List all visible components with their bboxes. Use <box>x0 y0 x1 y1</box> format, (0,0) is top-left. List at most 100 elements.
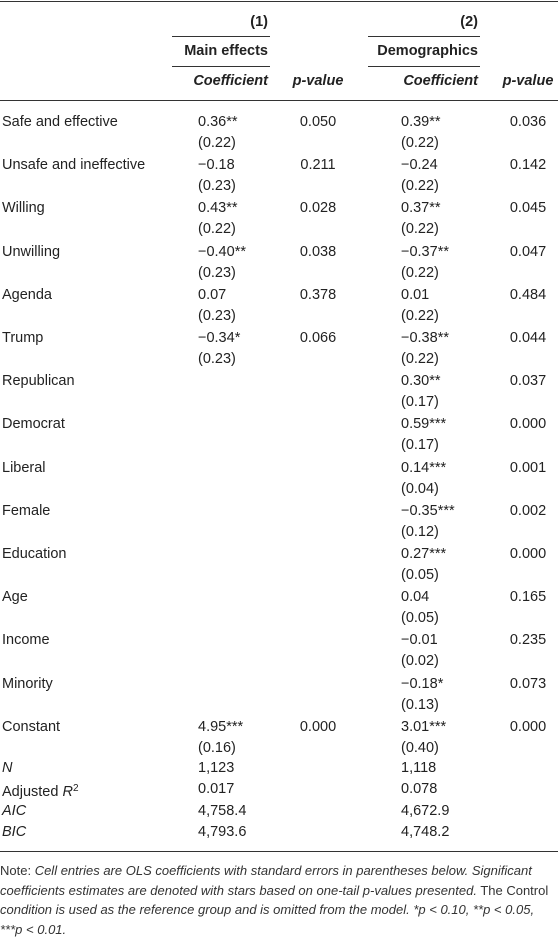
stat-label: AIC <box>2 802 26 820</box>
coefficient: −0.35*** <box>401 502 455 519</box>
standard-error: (0.22) <box>401 264 439 281</box>
row-label: Safe and effective <box>2 114 118 130</box>
row-label: Republican <box>2 373 75 390</box>
header-rule <box>368 66 480 67</box>
standard-error: (0.16) <box>198 739 236 756</box>
row-label: Agenda <box>2 286 52 303</box>
header-rule <box>172 66 270 67</box>
coefficient: 0.37** <box>401 200 441 217</box>
standard-error: (0.13) <box>401 696 439 713</box>
standard-error: (0.22) <box>401 221 439 238</box>
note-text: condition is used as the reference group… <box>0 902 410 917</box>
note-text: The Control <box>476 882 549 898</box>
p-value: 0.047 <box>509 243 547 260</box>
standard-error: (0.23) <box>198 351 236 367</box>
standard-error: (0.22) <box>198 221 236 238</box>
standard-error: (0.23) <box>198 264 236 281</box>
coefficient: −0.37** <box>401 243 449 260</box>
standard-error: (0.22) <box>401 135 439 151</box>
standard-error: (0.22) <box>401 351 439 367</box>
coefficient: 0.04 <box>401 589 430 606</box>
table-note: Note: Cell entries are OLS coefficients … <box>0 861 554 939</box>
coefficient: −0.18 <box>198 157 235 174</box>
row-label: Unwilling <box>2 243 61 260</box>
header-bottom-rule <box>0 100 558 101</box>
p-value: 0.028 <box>299 200 337 217</box>
p-value: 0.037 <box>509 373 547 390</box>
model-number: (1) <box>250 14 268 30</box>
standard-error: (0.40) <box>401 739 439 756</box>
stat-value: 0.017 <box>198 781 235 798</box>
stat-value: 4,758.4 <box>198 802 247 819</box>
p-value: 0.165 <box>509 589 547 606</box>
column-label: p-value <box>292 73 344 89</box>
coefficient: 0.14*** <box>401 459 447 476</box>
coefficient: −0.40** <box>198 243 246 260</box>
p-value: 0.045 <box>509 200 547 217</box>
p-value: 0.000 <box>509 546 547 562</box>
p-value: 0.211 <box>300 157 336 174</box>
coefficient: 0.01 <box>401 286 430 303</box>
p-value: 0.000 <box>509 416 547 433</box>
column-label: Coefficient <box>193 73 268 89</box>
p-value: 0.235 <box>509 632 547 649</box>
bottom-rule <box>0 851 558 852</box>
p-value: 0.044 <box>509 330 547 346</box>
stat-label: BIC <box>2 823 26 841</box>
standard-error: (0.05) <box>401 610 439 627</box>
standard-error: (0.22) <box>401 178 439 195</box>
stat-value: 1,118 <box>401 760 437 776</box>
row-label: Unsafe and ineffective <box>2 157 146 174</box>
standard-error: (0.17) <box>401 394 439 411</box>
coefficient: 0.39** <box>401 114 441 130</box>
row-label: Education <box>2 546 67 562</box>
p-value: 0.000 <box>509 718 547 735</box>
stat-symbol: R <box>62 784 73 801</box>
coefficient: −0.34* <box>198 330 241 346</box>
coefficient: 0.27*** <box>401 546 447 562</box>
standard-error: (0.23) <box>198 178 236 195</box>
model-number: (2) <box>460 14 478 30</box>
row-label: Liberal <box>2 459 46 476</box>
note-text: Cell entries are OLS coefficients with s… <box>0 863 532 898</box>
stat-name: AIC <box>2 802 27 819</box>
p-value: 0.036 <box>509 114 547 130</box>
coefficient: −0.18* <box>401 675 444 692</box>
coefficient: 0.43** <box>198 200 238 217</box>
model-name: Main effects <box>184 43 268 59</box>
standard-error: (0.23) <box>198 307 236 324</box>
p-value: 0.484 <box>509 286 547 303</box>
standard-error: (0.05) <box>401 567 439 583</box>
row-label: Female <box>2 502 51 519</box>
standard-error: (0.02) <box>401 653 439 670</box>
p-value: 0.142 <box>509 157 547 174</box>
stat-value: 0.078 <box>401 781 438 798</box>
standard-error: (0.22) <box>198 135 236 151</box>
model-name: Demographics <box>377 43 478 59</box>
stat-value: 4,672.9 <box>401 802 450 819</box>
column-label: Coefficient <box>403 73 478 89</box>
stat-value: 4,793.6 <box>198 823 247 840</box>
p-value: 0.050 <box>299 114 337 130</box>
row-label: Trump <box>2 330 44 346</box>
stat-name: N <box>2 760 13 776</box>
coefficient: −0.24 <box>401 157 438 174</box>
coefficient: −0.01 <box>401 632 438 649</box>
row-label: Minority <box>2 675 53 692</box>
row-label: Democrat <box>2 416 65 433</box>
coefficient: 0.36** <box>198 114 238 130</box>
standard-error: (0.17) <box>401 437 439 454</box>
stat-value: 1,123 <box>198 760 235 776</box>
coefficient: 0.07 <box>198 286 227 303</box>
note-text: *p < 0.10, **p < 0.05, ***p < 0.01. <box>0 902 535 937</box>
coefficient: 4.95*** <box>198 718 244 735</box>
row-label: Age <box>2 589 28 606</box>
coefficient: 0.59*** <box>401 416 447 433</box>
p-value: 0.066 <box>299 330 337 346</box>
p-value: 0.002 <box>509 502 547 519</box>
stat-superscript: 2 <box>72 783 79 795</box>
header-rule <box>368 36 480 37</box>
note-text: Note: <box>0 863 35 878</box>
p-value: 0.001 <box>509 459 547 476</box>
coefficient: −0.38** <box>401 330 449 346</box>
